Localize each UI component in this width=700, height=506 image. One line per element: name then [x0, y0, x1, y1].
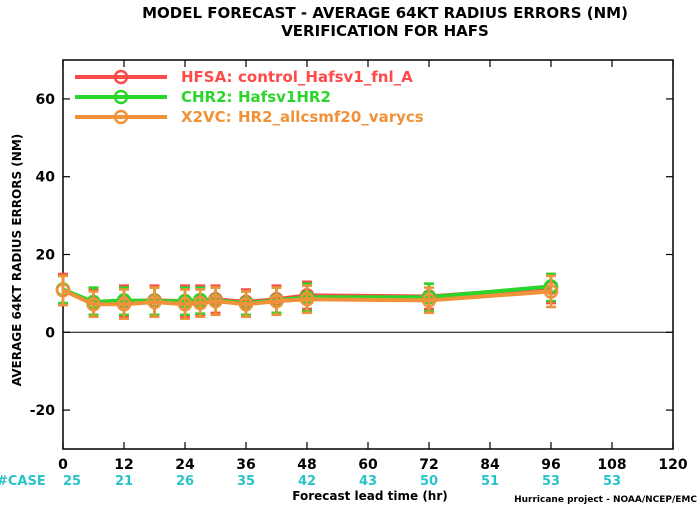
legend-marker	[113, 69, 129, 85]
x-tick-label: 60	[358, 457, 378, 473]
x-tick-label: 24	[175, 457, 195, 473]
y-axis-label: AVERAGE 64KT RADIUS ERRORS (NM)	[10, 134, 24, 386]
y-tick-label: 0	[45, 325, 55, 341]
case-count: 51	[481, 474, 499, 489]
legend-label: Hafsv1HR2	[238, 88, 331, 106]
x-axis-label: Forecast lead time (hr)	[292, 489, 448, 503]
legend-marker	[113, 89, 129, 105]
data-point	[147, 294, 162, 310]
series-x2vc	[55, 274, 559, 320]
case-count: 25	[63, 474, 81, 489]
x-tick-label: 84	[480, 457, 500, 473]
legend-name: X2VC:	[181, 108, 232, 126]
x-tick-label: 120	[658, 457, 687, 473]
x-tick-label: 36	[236, 457, 255, 473]
case-counts: 25 21 26 35 42 43 50 51 53 53	[63, 474, 621, 489]
y-tick-label: 40	[36, 170, 56, 186]
case-count: 43	[359, 474, 377, 489]
data-point	[55, 283, 71, 298]
legend-name: CHR2:	[181, 88, 233, 106]
chart-subtitle: VERIFICATION FOR HAFS	[281, 22, 489, 40]
credit-text: Hurricane project - NOAA/NCEP/EMC	[514, 495, 697, 505]
data-point	[193, 295, 208, 311]
y-tick-label: 60	[36, 92, 56, 108]
data-point	[86, 297, 101, 312]
x-tick-label: 12	[114, 457, 133, 473]
data-point	[208, 293, 223, 309]
case-count: 42	[298, 474, 316, 489]
data-point	[177, 297, 193, 312]
series-layer	[55, 272, 559, 320]
x-tick-label: 96	[541, 457, 560, 473]
case-count: 53	[542, 474, 560, 489]
case-count-label: #CASE	[0, 474, 46, 489]
case-count: 26	[176, 474, 194, 489]
y-tick-label: -20	[30, 403, 56, 419]
x-tick-label: 72	[419, 457, 438, 473]
x-tick-label: 0	[58, 457, 68, 473]
case-count: 53	[603, 474, 621, 489]
legend-name: HFSA:	[181, 68, 233, 86]
data-point	[269, 293, 284, 309]
chart-title: MODEL FORECAST - AVERAGE 64KT RADIUS ERR…	[142, 4, 628, 22]
x-tick-label: 48	[297, 457, 316, 473]
data-point	[543, 284, 559, 299]
case-count: 50	[420, 474, 438, 489]
legend: HFSA: control_Hafsv1_fnl_A CHR2: Hafsv1HR2 X…	[75, 68, 424, 126]
data-point	[299, 291, 315, 307]
axes: 0 12 24 36 48 60 72 84 96 108 120 -20 0 20 40 60	[30, 59, 688, 473]
legend-label: control_Hafsv1_fnl_A	[238, 68, 413, 86]
legend-marker	[113, 109, 129, 125]
x-tick-label: 108	[597, 457, 626, 473]
data-point	[238, 297, 254, 312]
data-point	[421, 293, 437, 308]
case-count: 35	[237, 474, 255, 489]
legend-label: HR2_allcsmf20_varycs	[238, 108, 424, 126]
y-tick-label: 20	[36, 248, 56, 264]
case-count: 21	[115, 474, 133, 489]
data-point	[116, 297, 132, 312]
